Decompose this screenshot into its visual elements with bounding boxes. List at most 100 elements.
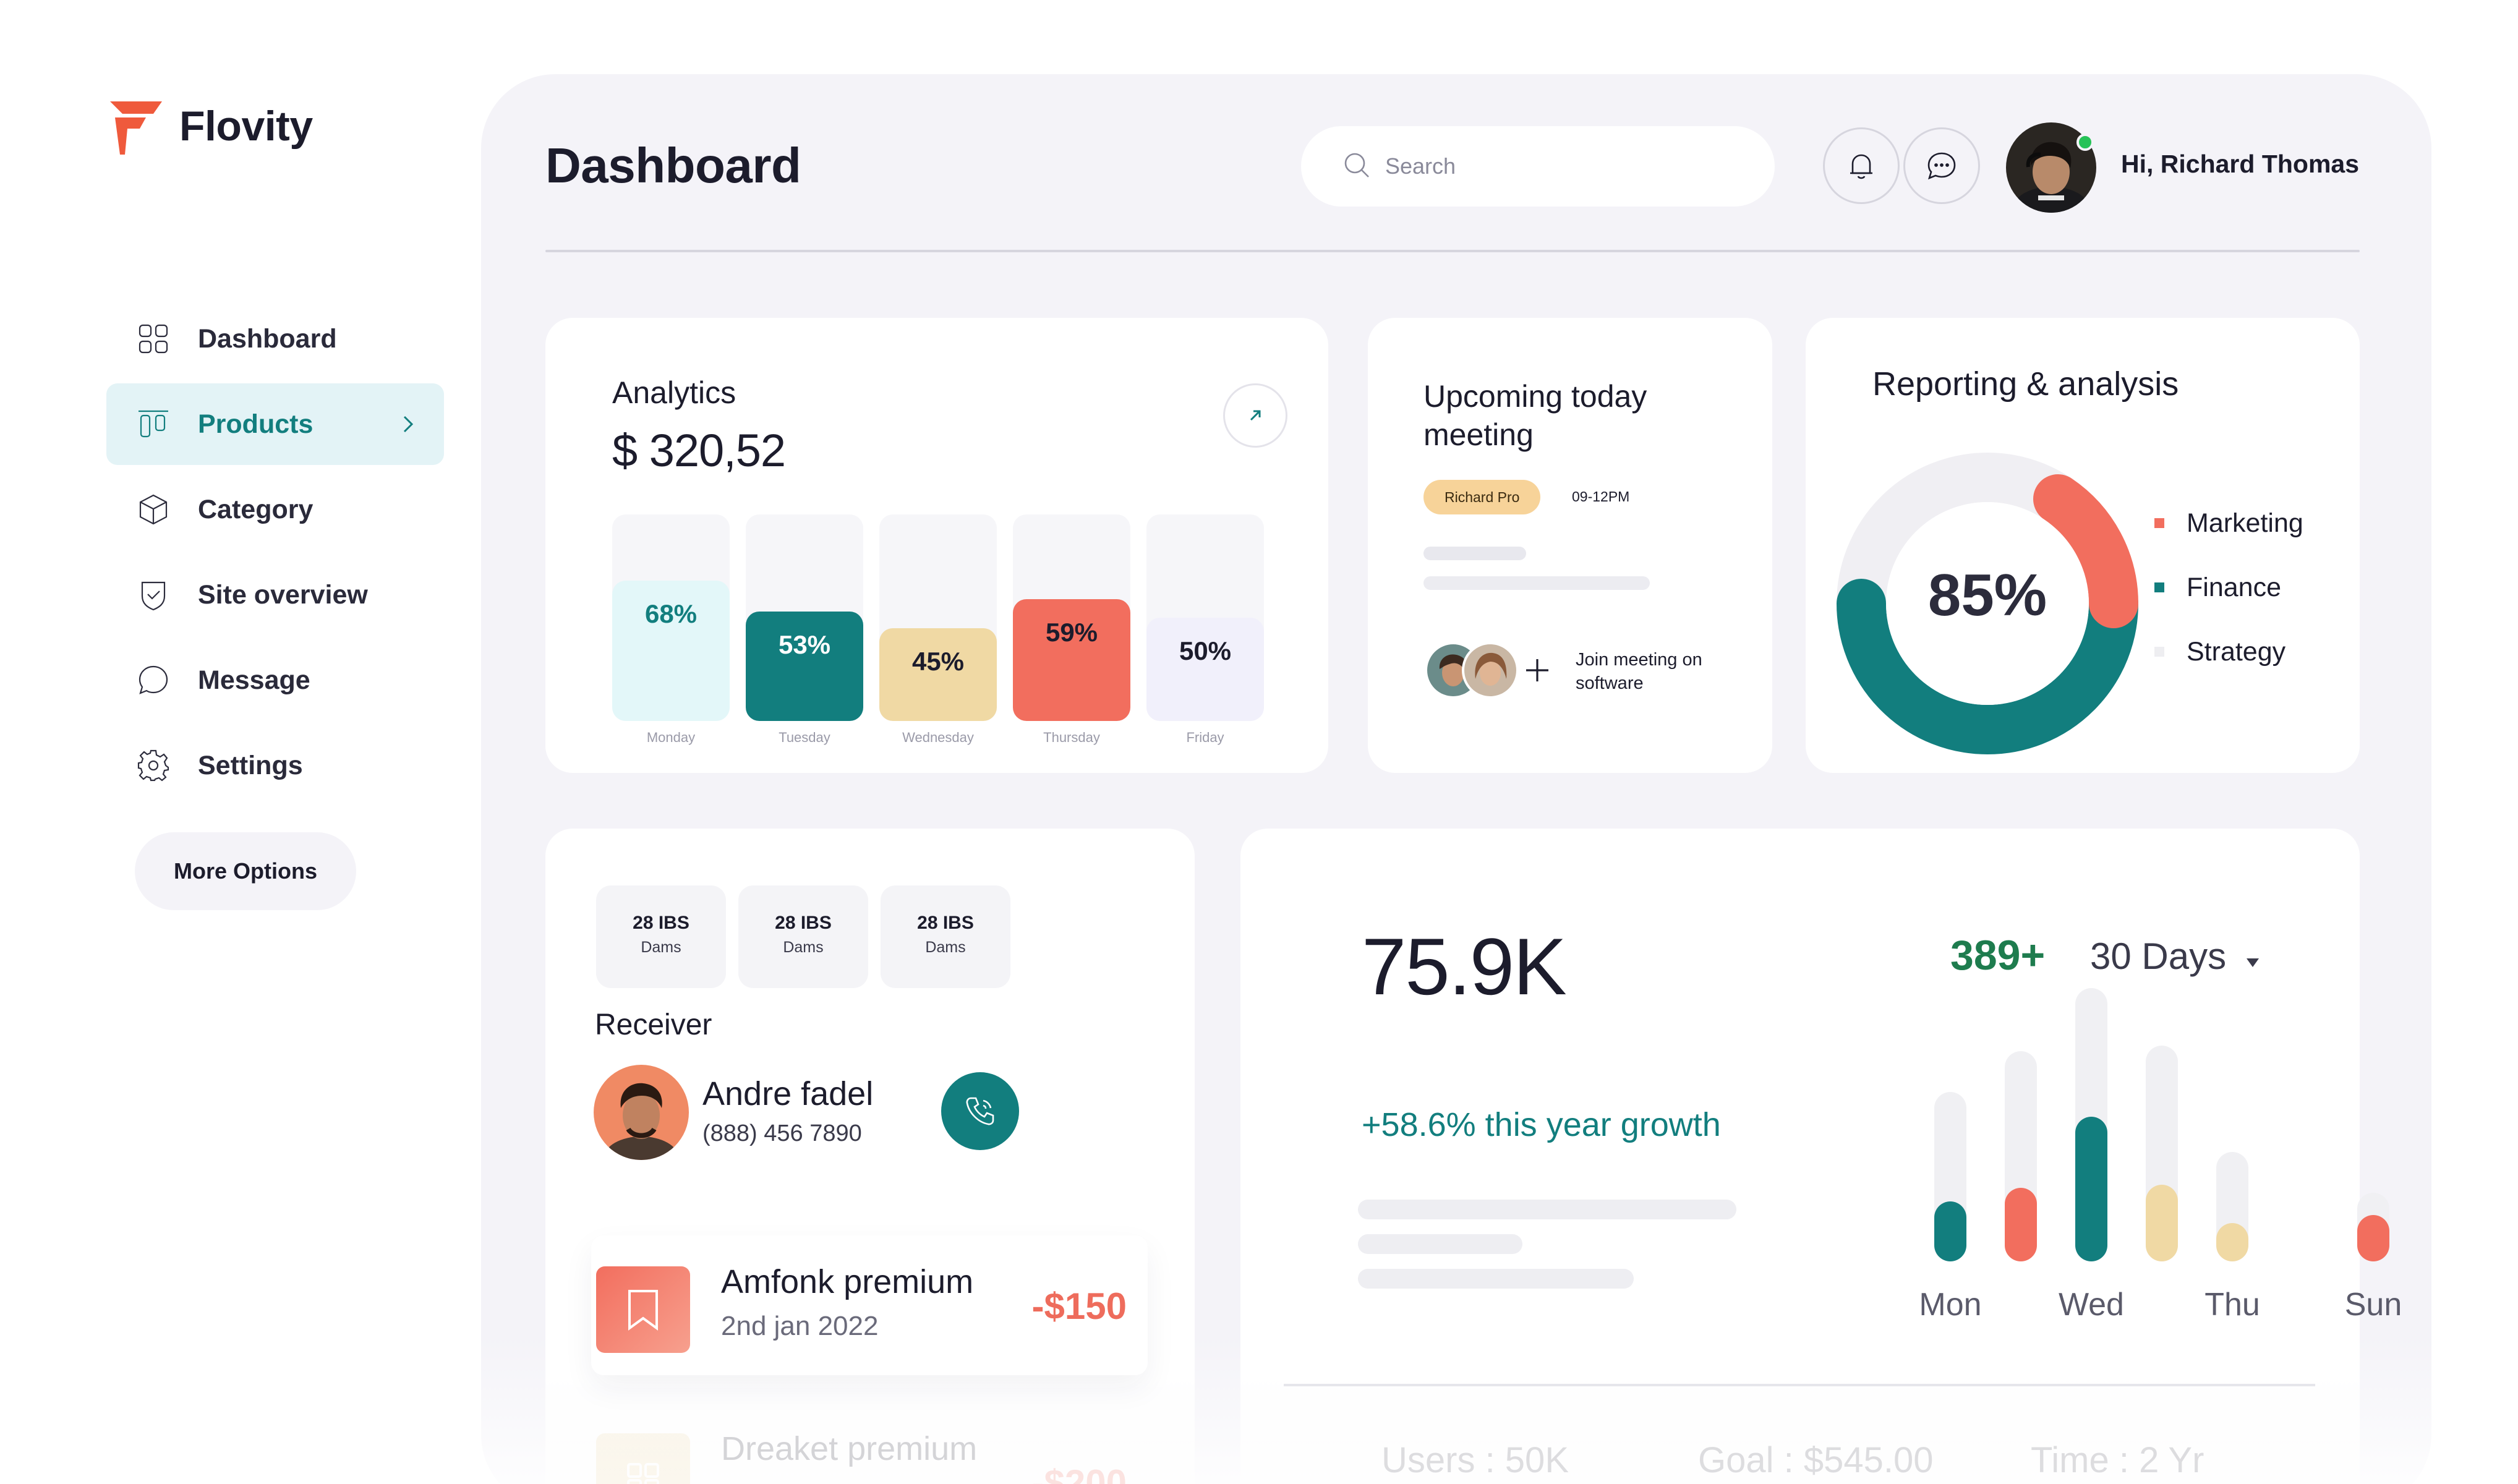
call-receiver-button[interactable] bbox=[941, 1072, 1019, 1150]
legend-label: Marketing bbox=[2187, 508, 2303, 538]
avatar-photo bbox=[2006, 122, 2096, 213]
analytics-title: Analytics bbox=[612, 375, 736, 410]
bar-value-label: 59% bbox=[1045, 618, 1098, 647]
add-participant-button[interactable] bbox=[1521, 654, 1553, 686]
phone-call-icon bbox=[966, 1097, 994, 1125]
bar-value-label: 50% bbox=[1179, 636, 1232, 665]
participant-avatar bbox=[1462, 642, 1519, 699]
weekly-bar-thu[interactable] bbox=[2146, 1185, 2178, 1261]
transaction-row[interactable]: Dreaket premium -$200 bbox=[591, 1402, 1148, 1484]
weekly-bar-wed[interactable] bbox=[2075, 1117, 2107, 1261]
stats-footer-goal: Goal : $545.00 bbox=[1698, 1440, 1934, 1480]
join-meeting-text: Join meeting on software bbox=[1576, 650, 1702, 693]
user-avatar[interactable] bbox=[2006, 122, 2096, 213]
stats-divider bbox=[1284, 1384, 2315, 1386]
search-input[interactable] bbox=[1385, 153, 1731, 179]
legend-item-finance: Finance bbox=[2154, 555, 2303, 620]
sidebar-nav: Dashboard Products Category Site overvie… bbox=[106, 298, 444, 810]
bar-fill bbox=[746, 612, 863, 721]
search-bar[interactable] bbox=[1301, 126, 1775, 207]
stats-footer-users: Users : 50K bbox=[1381, 1440, 1569, 1480]
caret-down-icon[interactable] bbox=[2245, 955, 2261, 971]
sidebar-item-settings[interactable]: Settings bbox=[106, 725, 444, 806]
meeting-tag: Richard Pro bbox=[1423, 480, 1541, 514]
chip-label: Dams bbox=[925, 939, 966, 956]
gear-icon bbox=[136, 748, 171, 783]
chip-value: 28 IBS bbox=[775, 913, 832, 933]
cube-icon bbox=[136, 492, 171, 527]
arrow-up-right-icon bbox=[1250, 410, 1261, 421]
transfer-card: 28 IBS Dams 28 IBS Dams 28 IBS Dams Rece… bbox=[545, 829, 1195, 1484]
transaction-row[interactable]: Amfonk premium 2nd jan 2022 -$150 bbox=[591, 1235, 1148, 1375]
sidebar-item-category[interactable]: Category bbox=[106, 469, 444, 550]
analytics-card: Analytics $ 320,52 68% Monday 53% Tuesday 45… bbox=[545, 318, 1328, 773]
analytics-bar-chart: 68% Monday 53% Tuesday 45% Wednesday 59% Thursd… bbox=[612, 514, 1264, 762]
reporting-card: Reporting & analysis 85% Marketing Finan… bbox=[1806, 318, 2360, 773]
placeholder-line bbox=[1358, 1269, 1634, 1289]
messages-button[interactable] bbox=[1903, 127, 1980, 204]
donut-segment-finance bbox=[1837, 579, 2138, 754]
chip-value: 28 IBS bbox=[917, 913, 974, 933]
bar-day-label: Wednesday bbox=[902, 730, 974, 745]
sidebar-item-site-overview[interactable]: Site overview bbox=[106, 554, 444, 636]
bar-day-label: Monday bbox=[646, 730, 696, 745]
sidebar-item-label: Dashboard bbox=[198, 323, 337, 354]
legend-swatch bbox=[2154, 647, 2164, 657]
weekly-bar-mon[interactable] bbox=[1934, 1201, 1966, 1261]
bar-value-label: 53% bbox=[778, 630, 831, 659]
placeholder-line bbox=[1423, 547, 1526, 560]
shield-check-icon bbox=[136, 578, 171, 612]
search-icon bbox=[1342, 150, 1372, 183]
receiver-name: Andre fadel bbox=[702, 1075, 874, 1112]
weekly-bar-track-thu bbox=[2146, 1046, 2178, 1261]
meeting-title: Upcoming today meeting bbox=[1423, 379, 1647, 452]
chip-label: Dams bbox=[783, 939, 824, 956]
bar-track bbox=[746, 514, 863, 721]
app-logo[interactable]: Flovity bbox=[106, 95, 313, 157]
bar-fill bbox=[1013, 599, 1130, 721]
stats-footer-time: Time : 2 Yr bbox=[2031, 1440, 2204, 1480]
grid-icon bbox=[596, 1433, 690, 1484]
sidebar-item-label: Products bbox=[198, 409, 314, 439]
bar-track bbox=[879, 514, 997, 721]
more-options-button[interactable]: More Options bbox=[135, 832, 356, 910]
bar-day-label: Thursday bbox=[1043, 730, 1100, 745]
notifications-button[interactable] bbox=[1823, 127, 1900, 204]
legend-label: Strategy bbox=[2187, 636, 2286, 667]
bar-value-label: 68% bbox=[644, 599, 698, 628]
flovity-logo-icon bbox=[110, 101, 162, 155]
legend-label: Finance bbox=[2187, 572, 2281, 602]
stat-chip[interactable]: 28 IBS Dams bbox=[881, 885, 1010, 988]
weekly-bar-tue[interactable] bbox=[2005, 1188, 2037, 1261]
sidebar-item-message[interactable]: Message bbox=[106, 639, 444, 721]
reporting-legend: Marketing Finance Strategy bbox=[2154, 491, 2303, 684]
chip-label: Dams bbox=[641, 939, 681, 956]
bar-day-label: Tuesday bbox=[779, 730, 830, 745]
weekly-bar-fri[interactable] bbox=[2216, 1223, 2248, 1261]
bar-fill bbox=[612, 581, 730, 721]
participant-avatars bbox=[1425, 642, 1536, 699]
placeholder-line bbox=[1423, 576, 1650, 590]
transaction-name: Dreaket premium bbox=[721, 1430, 978, 1467]
app-name: Flovity bbox=[179, 103, 313, 150]
transaction-date: 2nd jan 2022 bbox=[721, 1311, 879, 1341]
reporting-percent: 85% bbox=[1927, 562, 2047, 628]
stats-growth: +58.6% this year growth bbox=[1362, 1106, 1721, 1143]
plus-icon bbox=[1526, 659, 1548, 681]
meeting-time: 09-12PM bbox=[1572, 488, 1630, 505]
sidebar-item-dashboard[interactable]: Dashboard bbox=[106, 298, 444, 380]
stat-chip[interactable]: 28 IBS Dams bbox=[738, 885, 868, 988]
stats-count: 389+ bbox=[1950, 932, 2046, 979]
stat-chip[interactable]: 28 IBS Dams bbox=[596, 885, 726, 988]
analytics-expand-button[interactable] bbox=[1223, 383, 1287, 448]
weekly-bar-track-mon bbox=[1934, 1092, 1966, 1261]
transaction-name: Amfonk premium bbox=[721, 1263, 974, 1300]
sidebar-item-products[interactable]: Products bbox=[106, 383, 444, 465]
bar-day-label: Friday bbox=[1186, 730, 1224, 745]
sidebar-item-label: Message bbox=[198, 665, 310, 695]
chevron-right-icon bbox=[393, 409, 423, 439]
weekly-bar-track-tue bbox=[2005, 1051, 2037, 1261]
sidebar-item-label: Category bbox=[198, 494, 314, 524]
bar-track bbox=[1146, 514, 1264, 721]
period-dropdown[interactable]: 30 Days bbox=[2090, 936, 2227, 977]
